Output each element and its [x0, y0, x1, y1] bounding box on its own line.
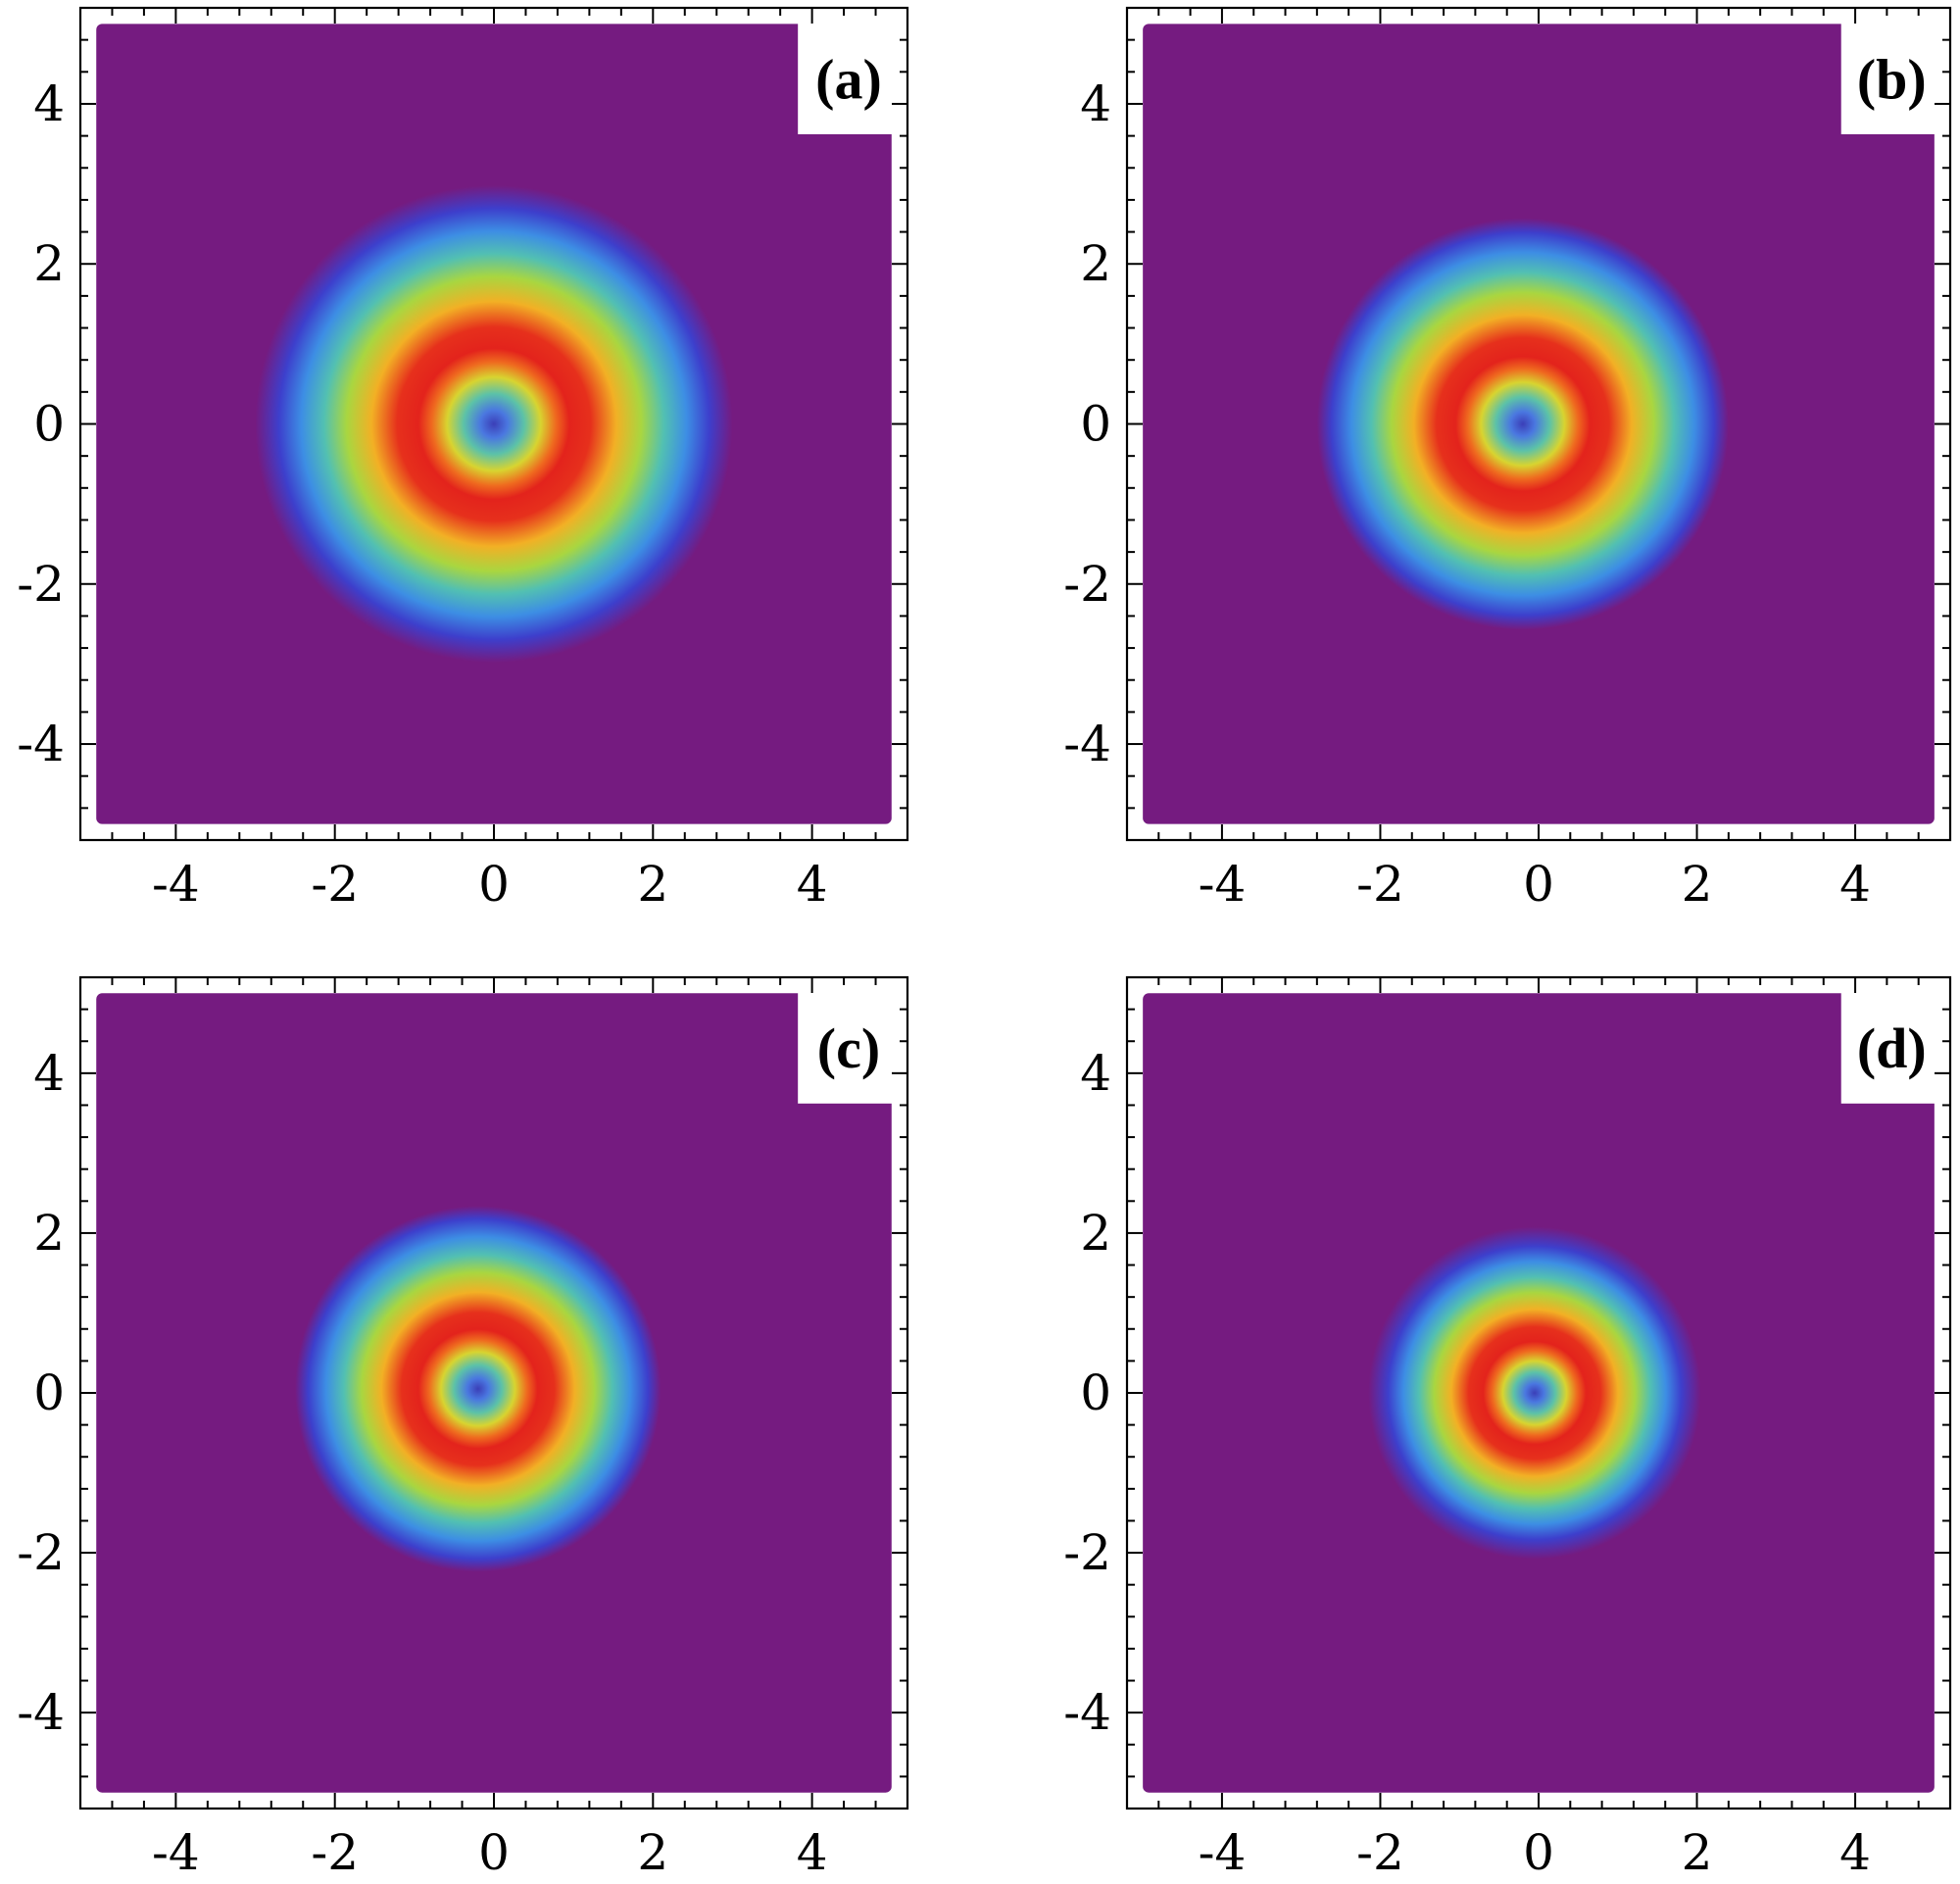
x-tick-label: 2: [637, 856, 668, 913]
x-tick-label: -2: [311, 1824, 359, 1881]
x-tick-label: 0: [478, 1824, 510, 1881]
panel-label-box: [1840, 991, 1942, 1104]
x-tick-label: 2: [1682, 856, 1713, 913]
intensity-ring: [1316, 218, 1729, 630]
x-tick-label: 4: [1839, 856, 1871, 913]
panel-label-box: [798, 22, 900, 134]
y-tick-label: 0: [33, 1364, 65, 1421]
y-tick-label: -4: [1063, 716, 1111, 772]
y-tick-label: 0: [1080, 396, 1111, 453]
x-tick-label: 2: [637, 1824, 668, 1881]
x-tick-label: -4: [1199, 1824, 1247, 1881]
x-tick-label: 4: [1839, 1824, 1871, 1881]
axis-ticks: [1127, 8, 1950, 840]
y-tick-label: 4: [33, 75, 65, 132]
intensity-ring: [1368, 1226, 1701, 1560]
y-tick-label: 2: [33, 1205, 65, 1262]
y-tick-label: -4: [17, 1684, 65, 1741]
y-tick-label: -2: [17, 1524, 65, 1581]
x-tick-label: -2: [1356, 856, 1404, 913]
axis-ticks: [80, 8, 907, 840]
y-tick-label: 4: [1080, 1045, 1111, 1102]
panel-label-box: [798, 991, 900, 1104]
x-tick-label: -4: [152, 1824, 200, 1881]
y-tick-label: -2: [17, 556, 65, 613]
panel-label: (c): [817, 1016, 880, 1080]
panel-label: (a): [815, 47, 882, 111]
y-tick-label: 4: [33, 1045, 65, 1102]
panel-b: (b) -4 -2 0 2 4 -4 -2 0 2 4: [1063, 6, 1952, 913]
y-tick-label: -4: [17, 716, 65, 772]
x-tick-label: -2: [1356, 1824, 1404, 1881]
panel-a: (a) -4 -2 0 2 4 -4 -2 0 2 4: [17, 6, 909, 913]
panel-label: (d): [1857, 1016, 1927, 1080]
axis-ticks: [1127, 977, 1950, 1809]
panel-label: (b): [1857, 47, 1927, 111]
x-tick-label: 4: [797, 856, 828, 913]
x-tick-label: 0: [1523, 1824, 1554, 1881]
x-tick-label: 4: [797, 1824, 828, 1881]
y-tick-label: 0: [33, 396, 65, 453]
x-tick-label: 2: [1682, 1824, 1713, 1881]
x-tick-label: -2: [311, 856, 359, 913]
y-tick-label: -2: [1063, 556, 1111, 613]
y-tick-label: 2: [1080, 235, 1111, 292]
y-tick-label: 2: [1080, 1205, 1111, 1262]
intensity-ring: [295, 1206, 662, 1572]
y-tick-label: -4: [1063, 1684, 1111, 1741]
y-tick-label: 0: [1080, 1364, 1111, 1421]
x-tick-label: 0: [478, 856, 510, 913]
x-tick-label: -4: [1199, 856, 1247, 913]
axis-ticks: [80, 977, 907, 1809]
panel-label-box: [1840, 22, 1942, 134]
panel-d: (d) -4 -2 0 2 4 -4 -2 0 2 4: [1063, 975, 1952, 1881]
y-tick-label: 4: [1080, 75, 1111, 132]
intensity-ring: [255, 185, 733, 663]
x-tick-label: 0: [1523, 856, 1554, 913]
y-tick-label: -2: [1063, 1524, 1111, 1581]
x-tick-label: -4: [152, 856, 200, 913]
panel-c: (c) -4 -2 0 2 4 -4 -2 0 2 4: [17, 975, 909, 1881]
y-tick-label: 2: [33, 235, 65, 292]
